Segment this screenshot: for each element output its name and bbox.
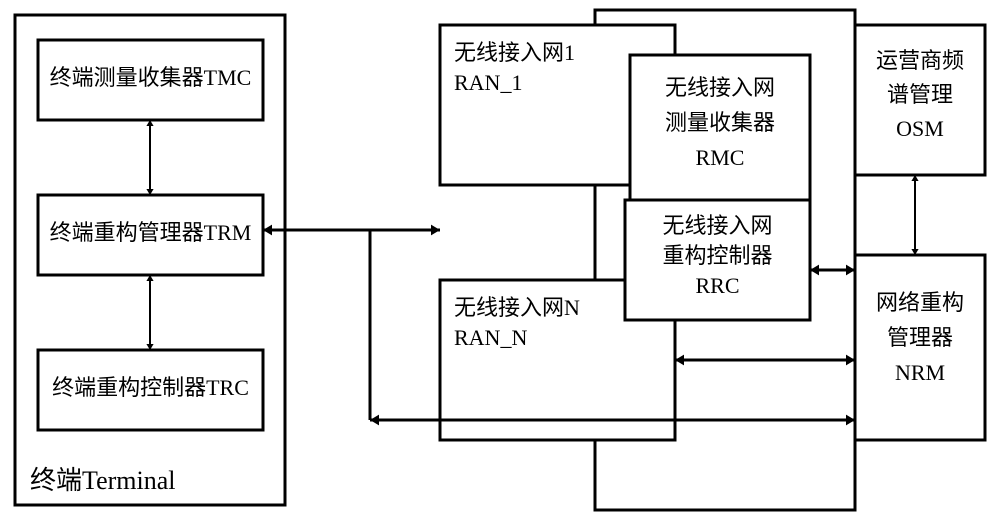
svg-text:RMC: RMC	[696, 145, 745, 170]
svg-text:NRM: NRM	[895, 360, 945, 385]
svg-text:无线接入网: 无线接入网	[662, 213, 772, 238]
svg-text:谱管理: 谱管理	[887, 82, 953, 107]
svg-text:网络重构: 网络重构	[876, 290, 964, 315]
svg-text:RAN_N: RAN_N	[454, 325, 527, 350]
svg-text:终端Terminal: 终端Terminal	[30, 466, 175, 495]
svg-text:运营商频: 运营商频	[876, 48, 964, 73]
svg-text:无线接入网1: 无线接入网1	[454, 40, 575, 65]
svg-text:RRC: RRC	[695, 273, 739, 298]
svg-text:重构控制器: 重构控制器	[662, 243, 772, 268]
svg-text:终端测量收集器TMC: 终端测量收集器TMC	[50, 65, 252, 90]
svg-text:无线接入网N: 无线接入网N	[454, 295, 580, 320]
svg-text:终端重构管理器TRM: 终端重构管理器TRM	[50, 220, 252, 245]
svg-text:终端重构控制器TRC: 终端重构控制器TRC	[52, 375, 249, 400]
svg-text:RAN_1: RAN_1	[454, 70, 522, 95]
svg-text:测量收集器: 测量收集器	[665, 110, 775, 135]
svg-text:无线接入网: 无线接入网	[665, 75, 775, 100]
svg-text:OSM: OSM	[896, 116, 944, 141]
svg-text:管理器: 管理器	[887, 325, 953, 350]
